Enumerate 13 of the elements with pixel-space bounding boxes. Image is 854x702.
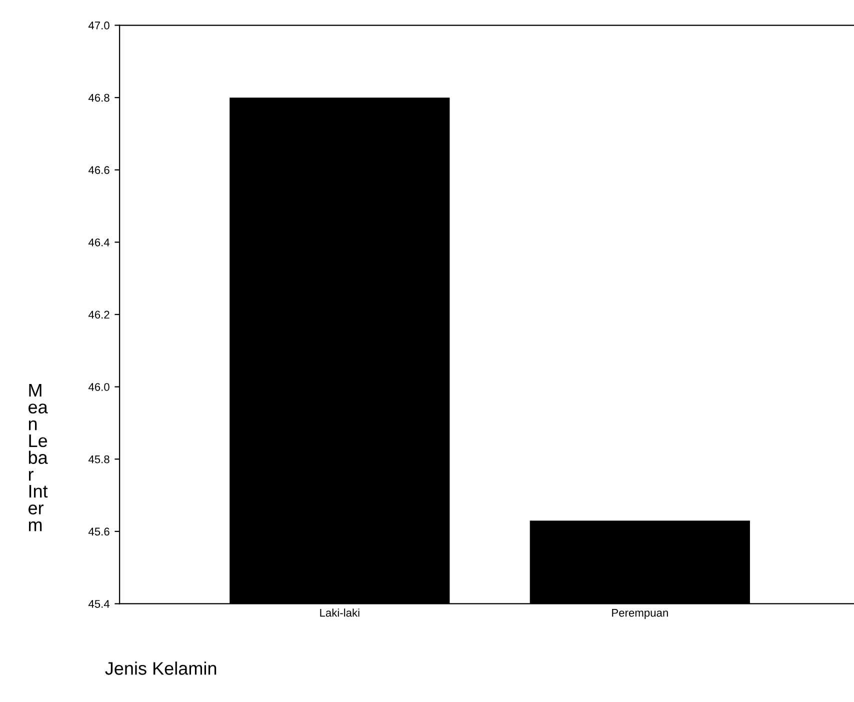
y-tick-label: 46.4 (88, 238, 110, 246)
x-tick-label: Laki-laki (320, 608, 360, 617)
y-tick-label: 45.8 (88, 455, 110, 464)
x-axis-title: Jenis Kelamin (105, 662, 216, 675)
y-tick-label: 46.0 (88, 383, 110, 391)
y-tick-label: 47.0 (88, 22, 110, 30)
y-tick-label: 45.6 (88, 528, 110, 536)
text: M ea n Le ba r Int er m (28, 384, 48, 532)
y-tick-label: 46.6 (88, 166, 110, 174)
y-tick-label: 46.2 (88, 310, 110, 319)
y-tick-label: 45.4 (88, 600, 110, 608)
y-tick-label: 46.8 (88, 94, 110, 102)
x-tick-label: Perempuan (612, 608, 668, 619)
